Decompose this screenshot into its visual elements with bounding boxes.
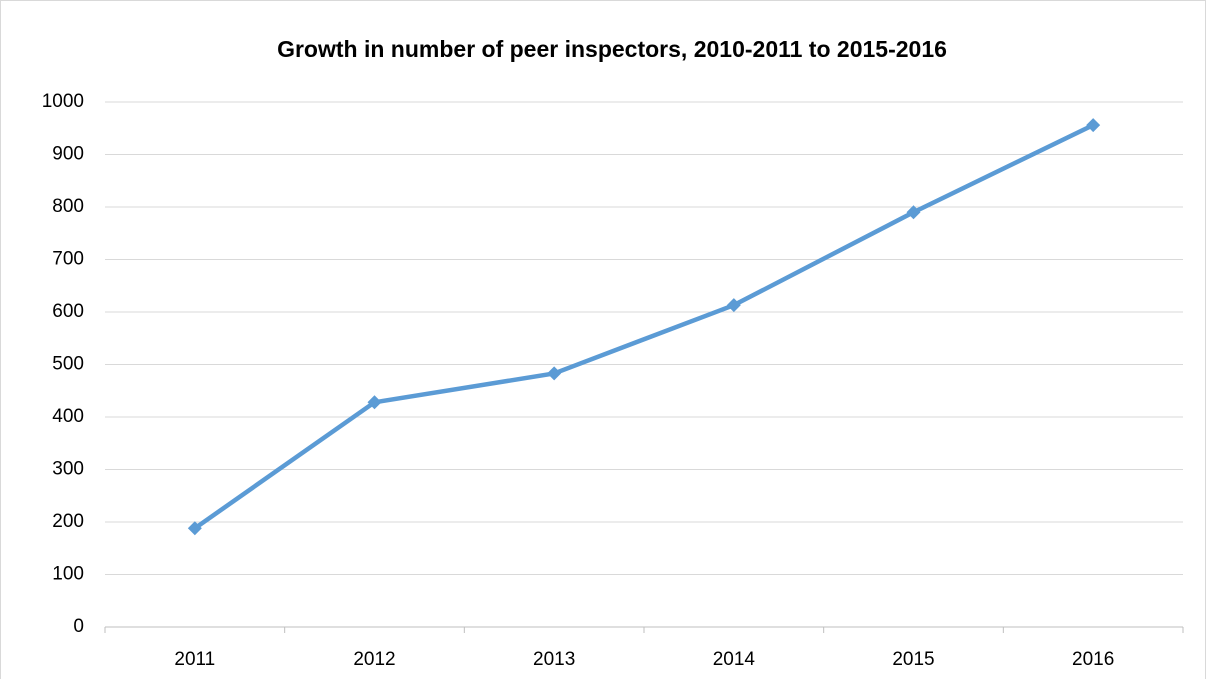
y-tick-label: 700 xyxy=(52,249,84,270)
y-tick-label: 600 xyxy=(52,301,84,322)
chart-title: Growth in number of peer inspectors, 201… xyxy=(277,36,947,62)
marker xyxy=(906,205,921,220)
marker xyxy=(726,298,741,313)
x-tick-label: 2014 xyxy=(713,649,756,670)
y-tick-label: 300 xyxy=(52,459,84,480)
y-tick-label: 800 xyxy=(52,196,84,217)
series-line xyxy=(193,123,1095,531)
marker xyxy=(187,521,202,536)
y-tick-label: 0 xyxy=(73,616,84,637)
x-tick-label: 2012 xyxy=(353,649,395,670)
y-tick-label: 100 xyxy=(52,564,84,585)
x-tick-label: 2011 xyxy=(174,649,215,670)
marker xyxy=(547,366,562,381)
x-tick-label: 2016 xyxy=(1072,649,1114,670)
y-tick-label: 400 xyxy=(52,406,84,427)
y-tick-label: 900 xyxy=(52,144,84,165)
marker xyxy=(367,395,382,410)
marker xyxy=(1086,118,1101,133)
y-tick-label: 500 xyxy=(52,354,84,375)
y-tick-label: 1000 xyxy=(42,91,84,112)
x-tick-label: 2015 xyxy=(892,649,934,670)
x-tick-label: 2013 xyxy=(533,649,575,670)
y-tick-label: 200 xyxy=(52,511,84,532)
